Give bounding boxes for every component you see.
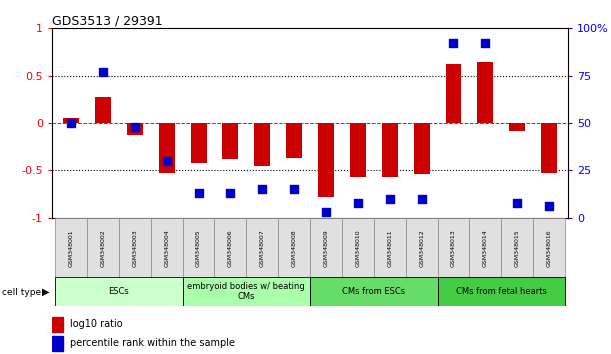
Text: embryoid bodies w/ beating
CMs: embryoid bodies w/ beating CMs xyxy=(188,282,306,301)
Bar xyxy=(191,123,207,163)
Text: GSM348004: GSM348004 xyxy=(164,229,169,267)
Text: GSM348014: GSM348014 xyxy=(483,229,488,267)
Bar xyxy=(382,123,398,177)
Bar xyxy=(350,123,366,177)
Text: GSM348012: GSM348012 xyxy=(419,229,424,267)
FancyBboxPatch shape xyxy=(533,218,565,278)
Point xyxy=(194,190,203,196)
FancyBboxPatch shape xyxy=(119,218,151,278)
Bar xyxy=(52,317,64,332)
Text: GSM348013: GSM348013 xyxy=(451,229,456,267)
Text: GSM348006: GSM348006 xyxy=(228,229,233,267)
Point xyxy=(98,69,108,75)
FancyBboxPatch shape xyxy=(278,218,310,278)
Text: GSM348010: GSM348010 xyxy=(356,229,360,267)
Point xyxy=(225,190,235,196)
Bar xyxy=(318,123,334,197)
Text: ESCs: ESCs xyxy=(109,287,130,296)
Text: CMs from fetal hearts: CMs from fetal hearts xyxy=(456,287,547,296)
Text: GSM348005: GSM348005 xyxy=(196,229,201,267)
Bar xyxy=(414,123,430,174)
FancyBboxPatch shape xyxy=(214,218,246,278)
FancyBboxPatch shape xyxy=(310,277,437,306)
Point xyxy=(513,200,522,205)
Text: CMs from ESCs: CMs from ESCs xyxy=(342,287,405,296)
Bar xyxy=(477,62,493,123)
FancyBboxPatch shape xyxy=(151,218,183,278)
Bar xyxy=(222,123,238,159)
Point xyxy=(480,41,490,46)
Bar xyxy=(541,123,557,173)
Text: GDS3513 / 29391: GDS3513 / 29391 xyxy=(52,14,163,27)
FancyBboxPatch shape xyxy=(501,218,533,278)
Text: GSM348011: GSM348011 xyxy=(387,229,392,267)
Bar xyxy=(510,123,525,131)
FancyBboxPatch shape xyxy=(246,218,278,278)
FancyBboxPatch shape xyxy=(310,218,342,278)
FancyBboxPatch shape xyxy=(406,218,437,278)
Text: cell type: cell type xyxy=(2,287,41,297)
Bar xyxy=(127,123,143,135)
FancyBboxPatch shape xyxy=(437,277,565,306)
FancyBboxPatch shape xyxy=(55,218,87,278)
Text: GSM348015: GSM348015 xyxy=(514,229,520,267)
Point xyxy=(353,200,363,205)
Text: ▶: ▶ xyxy=(42,287,49,297)
FancyBboxPatch shape xyxy=(55,277,183,306)
Text: GSM348009: GSM348009 xyxy=(323,229,329,267)
Text: GSM348016: GSM348016 xyxy=(547,229,552,267)
Bar xyxy=(286,123,302,158)
FancyBboxPatch shape xyxy=(183,277,310,306)
FancyBboxPatch shape xyxy=(469,218,501,278)
FancyBboxPatch shape xyxy=(87,218,119,278)
Point xyxy=(66,120,76,126)
Text: GSM348001: GSM348001 xyxy=(68,229,73,267)
Point xyxy=(385,196,395,202)
Bar xyxy=(63,118,79,123)
Bar xyxy=(159,123,175,173)
Point xyxy=(321,209,331,215)
FancyBboxPatch shape xyxy=(374,218,406,278)
FancyBboxPatch shape xyxy=(437,218,469,278)
Text: GSM348002: GSM348002 xyxy=(100,229,106,267)
Point xyxy=(448,41,458,46)
Point xyxy=(544,204,554,209)
Bar xyxy=(52,337,64,351)
Bar xyxy=(95,97,111,123)
Point xyxy=(257,187,267,192)
Point xyxy=(162,158,172,164)
Text: GSM348007: GSM348007 xyxy=(260,229,265,267)
Point xyxy=(417,196,426,202)
Text: GSM348003: GSM348003 xyxy=(133,229,137,267)
FancyBboxPatch shape xyxy=(183,218,214,278)
Point xyxy=(289,187,299,192)
Text: percentile rank within the sample: percentile rank within the sample xyxy=(70,338,235,348)
FancyBboxPatch shape xyxy=(342,218,374,278)
Text: GSM348008: GSM348008 xyxy=(291,229,297,267)
Bar xyxy=(254,123,270,166)
Bar xyxy=(445,64,461,123)
Point xyxy=(130,124,140,130)
Text: log10 ratio: log10 ratio xyxy=(70,319,123,329)
